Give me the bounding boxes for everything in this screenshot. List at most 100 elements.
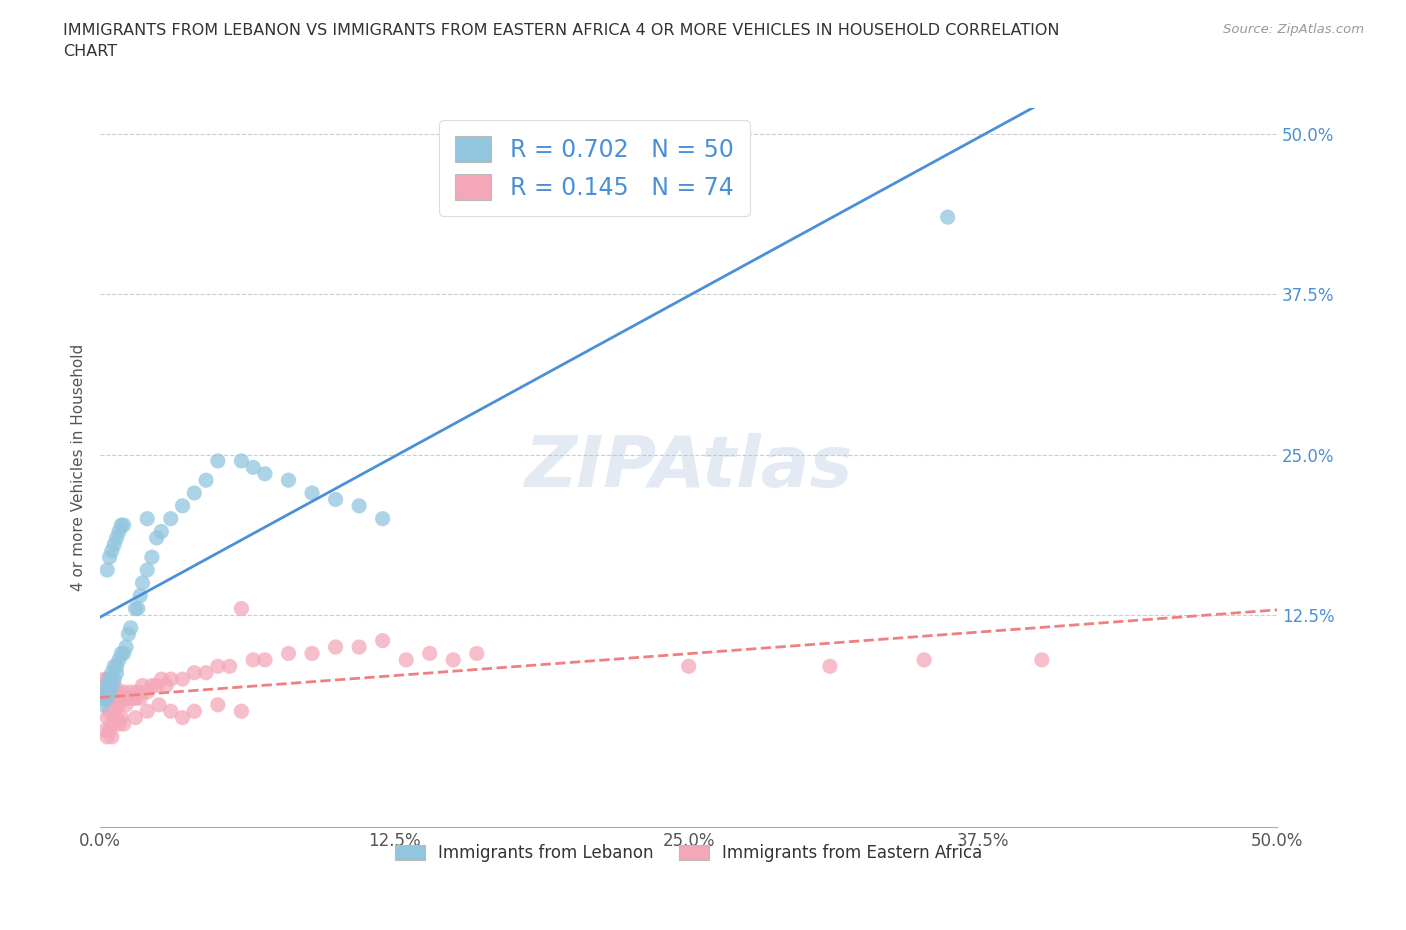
Legend: Immigrants from Lebanon, Immigrants from Eastern Africa: Immigrants from Lebanon, Immigrants from… [388, 837, 988, 869]
Point [103, 691, 125, 706]
Point [108, 698, 131, 712]
Point [159, 671, 181, 686]
Point [301, 485, 323, 500]
Point [96, 691, 118, 706]
Point [103, 671, 125, 686]
Point [91, 698, 114, 712]
Point [183, 665, 205, 680]
Point [465, 646, 488, 661]
Point [419, 646, 441, 661]
Point [207, 698, 229, 712]
Point [96, 729, 118, 744]
Point [94, 684, 117, 699]
Point [108, 717, 131, 732]
Point [172, 498, 194, 513]
Point [129, 691, 152, 706]
Point [120, 684, 142, 699]
Point [325, 640, 347, 655]
Point [207, 658, 229, 673]
Point [207, 454, 229, 469]
Point [94, 723, 117, 737]
Point [96, 563, 118, 578]
Point [136, 704, 159, 719]
Point [936, 209, 959, 224]
Point [141, 678, 163, 693]
Point [108, 684, 131, 699]
Point [101, 717, 124, 732]
Point [124, 711, 146, 725]
Point [159, 704, 181, 719]
Point [155, 678, 177, 693]
Point [172, 711, 194, 725]
Point [101, 691, 124, 706]
Point [136, 512, 159, 526]
Point [105, 658, 128, 673]
Point [127, 601, 149, 616]
Point [253, 653, 276, 668]
Point [145, 678, 167, 693]
Point [150, 525, 173, 539]
Point [231, 454, 253, 469]
Point [347, 498, 370, 513]
Point [105, 665, 128, 680]
Point [110, 691, 132, 706]
Point [110, 518, 132, 533]
Point [159, 512, 181, 526]
Point [115, 698, 138, 712]
Point [277, 646, 299, 661]
Point [131, 678, 153, 693]
Point [94, 684, 117, 699]
Point [242, 653, 264, 668]
Point [98, 684, 121, 699]
Point [101, 729, 124, 744]
Point [395, 653, 418, 668]
Point [110, 711, 132, 725]
Point [301, 646, 323, 661]
Point [148, 698, 170, 712]
Text: IMMIGRANTS FROM LEBANON VS IMMIGRANTS FROM EASTERN AFRICA 4 OR MORE VEHICLES IN : IMMIGRANTS FROM LEBANON VS IMMIGRANTS FR… [63, 23, 1060, 60]
Point [103, 678, 125, 693]
Point [94, 691, 117, 706]
Point [96, 711, 118, 725]
Point [101, 678, 124, 693]
Point [150, 671, 173, 686]
Point [98, 723, 121, 737]
Point [347, 640, 370, 655]
Point [98, 704, 121, 719]
Point [96, 678, 118, 693]
Point [195, 472, 218, 487]
Point [105, 691, 128, 706]
Point [218, 658, 240, 673]
Point [112, 684, 135, 699]
Point [145, 530, 167, 545]
Point [678, 658, 700, 673]
Point [103, 658, 125, 673]
Point [112, 518, 135, 533]
Y-axis label: 4 or more Vehicles in Household: 4 or more Vehicles in Household [72, 344, 86, 591]
Point [124, 691, 146, 706]
Point [98, 684, 121, 699]
Point [105, 711, 128, 725]
Point [105, 530, 128, 545]
Point [183, 485, 205, 500]
Point [231, 704, 253, 719]
Point [94, 671, 117, 686]
Point [136, 684, 159, 699]
Point [103, 704, 125, 719]
Point [183, 704, 205, 719]
Point [371, 512, 394, 526]
Point [91, 678, 114, 693]
Point [1031, 653, 1053, 668]
Point [172, 671, 194, 686]
Point [112, 646, 135, 661]
Point [122, 691, 145, 706]
Point [101, 665, 124, 680]
Point [98, 671, 121, 686]
Point [101, 678, 124, 693]
Point [441, 653, 464, 668]
Point [325, 492, 347, 507]
Point [96, 671, 118, 686]
Point [105, 684, 128, 699]
Point [117, 691, 139, 706]
Point [96, 691, 118, 706]
